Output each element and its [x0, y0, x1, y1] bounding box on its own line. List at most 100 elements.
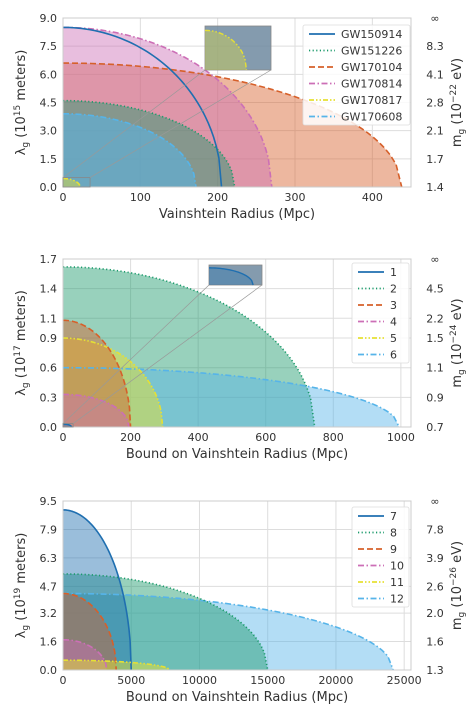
legend-label-8: 8	[390, 527, 397, 540]
series-line-9	[62, 592, 118, 671]
legend-label-GW150914: GW150914	[341, 28, 402, 41]
x-tick-label: 10000	[182, 674, 217, 687]
y2-tick-label: 1.3	[426, 664, 444, 677]
y-tick-label: 7.9	[40, 523, 58, 536]
y-label-main: λ	[14, 147, 29, 155]
series-fill-3	[63, 320, 131, 427]
y-label-sub: g	[21, 625, 31, 631]
inset-source-box	[62, 423, 74, 428]
y-label-sub: g	[21, 142, 31, 148]
legend-label-12: 12	[390, 593, 404, 606]
y-label-exp: 19	[13, 587, 23, 599]
x-tick-label: 800	[323, 431, 344, 444]
legend-label-3: 3	[390, 299, 397, 312]
y2-label-exp: −26	[449, 567, 459, 586]
y-tick-label: 6.3	[40, 552, 58, 565]
y-tick-label: 1.7	[40, 253, 58, 266]
x-axis-label: Vainshtein Radius (Mpc)	[159, 207, 315, 222]
y2-label-sub: g	[457, 369, 467, 375]
series-line-1	[63, 423, 73, 428]
y-tick-label: 1.6	[40, 636, 58, 649]
y-tick-label: 0.0	[40, 181, 58, 194]
y-axis-label: λg (1015 meters)	[13, 50, 31, 156]
series-fill-12	[63, 593, 394, 670]
y-tick-label: 9.0	[40, 12, 58, 25]
x-tick-label: 600	[255, 431, 276, 444]
y2-label-main: m	[450, 375, 465, 388]
y-axis-label: λg (1019 meters)	[13, 533, 31, 639]
x-tick-label: 20000	[318, 674, 353, 687]
x-tick-label: 0	[60, 431, 67, 444]
y2-axis-label: mg (10−24 eV)	[449, 298, 467, 387]
series-fill-11	[63, 660, 170, 670]
x-tick-label: 5000	[117, 674, 145, 687]
y-tick-label: 0.6	[40, 362, 58, 375]
y2-tick-label: 1.4	[426, 181, 444, 194]
plot-frame	[62, 17, 412, 188]
x-axis-label: Bound on Vainshtein Radius (Mpc)	[126, 690, 348, 705]
y-tick-label: 0.0	[40, 421, 58, 434]
x-tick-label: 15000	[250, 674, 285, 687]
y2-tick-label: 0.9	[426, 391, 444, 404]
legend-label-11: 11	[390, 576, 404, 589]
y2-tick-label: 1.6	[426, 636, 444, 649]
chart-panel-1: 0 100 200 300 400 0.0 1.5 3.0 4.5 6.0 7.5 9.0 1.4 1.7…	[13, 12, 467, 222]
y2-tick-label: ∞	[430, 495, 439, 508]
y2-tick-label: 1.5	[426, 332, 444, 345]
y-tick-label: 9.5	[40, 495, 58, 508]
y-label-rest: (10	[14, 599, 29, 625]
series-line-GW170814	[62, 26, 273, 188]
y2-tick-label: ∞	[430, 12, 439, 25]
y-label-main: λ	[14, 630, 29, 638]
y2-tick-label: 1.1	[426, 362, 444, 375]
series-line-7	[62, 509, 133, 671]
y-label-rest: (10	[14, 116, 29, 142]
y2-label-end: eV)	[450, 58, 465, 84]
inset-connector	[72, 284, 263, 424]
y2-tick-label: 2.0	[426, 607, 444, 620]
legend-label-GW170814: GW170814	[341, 78, 402, 91]
inset-connector	[89, 69, 272, 178]
series-fill-5	[63, 338, 163, 427]
y-label-end: meters)	[14, 290, 29, 345]
y2-label-end: eV)	[450, 541, 465, 567]
y-tick-label: 7.5	[40, 40, 58, 53]
y2-tick-label: 3.9	[426, 552, 444, 565]
x-tick-label: 25000	[387, 674, 422, 687]
legend-label-4: 4	[390, 316, 397, 329]
chart-panel-3: 0 5000 10000 15000 20000 25000 0.0 1.6 3.2 4.7 6.3…	[13, 495, 467, 705]
y2-label-sub: g	[457, 612, 467, 618]
legend-label-7: 7	[390, 510, 397, 523]
legend: 7 8 9 10 11 12	[351, 506, 410, 608]
y-label-end: meters)	[14, 50, 29, 105]
inset-line-1	[208, 267, 254, 286]
y2-axis-label: mg (10−22 eV)	[449, 58, 467, 147]
legend-label-9: 9	[390, 543, 397, 556]
y-label-main: λ	[14, 388, 29, 396]
y2-tick-label: 8.3	[426, 40, 444, 53]
x-tick-label: 400	[188, 431, 209, 444]
plot-frame	[62, 258, 412, 428]
inset-fill-1	[209, 267, 254, 285]
x-tick-label: 300	[285, 191, 306, 204]
legend-box	[351, 262, 410, 364]
x-tick-label: 0	[60, 674, 67, 687]
x-tick-label: 200	[207, 191, 228, 204]
legend-label-GW170104: GW170104	[341, 61, 402, 74]
y-tick-label: 1.1	[40, 312, 58, 325]
series-line-10	[63, 638, 108, 671]
legend: 1 2 3 4 5 6	[351, 262, 410, 364]
y2-label-rest: (10	[450, 103, 465, 129]
series-line-GW170817	[63, 177, 81, 188]
y2-tick-label: 2.6	[426, 580, 444, 593]
y2-label-exp: −22	[449, 84, 459, 103]
x-tick-label: 1000	[387, 431, 415, 444]
legend: GW150914 GW151226 GW170104 GW170814 GW170817…	[302, 24, 411, 126]
x-axis-label: Bound on Vainshtein Radius (Mpc)	[126, 447, 348, 462]
y-tick-label: 0.0	[40, 664, 58, 677]
y-label-exp: 15	[13, 105, 23, 116]
y-tick-label: 3.0	[40, 125, 58, 138]
series-line-12	[62, 592, 395, 671]
legend-label-GW151226: GW151226	[341, 45, 402, 58]
